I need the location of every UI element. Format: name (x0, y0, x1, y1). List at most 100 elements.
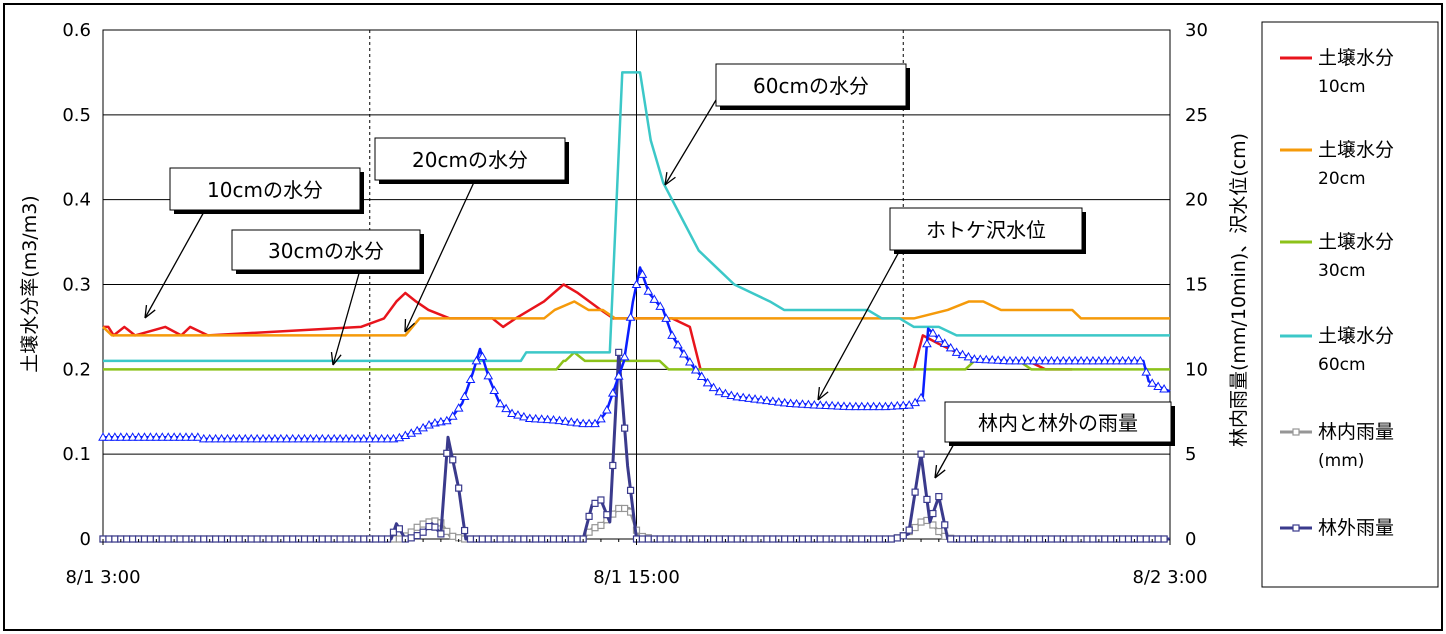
series-marker (987, 354, 998, 364)
callout-text: ホトケ沢水位 (926, 218, 1046, 242)
series-marker (489, 385, 500, 395)
series-marker (1129, 355, 1140, 365)
series-marker (105, 535, 113, 543)
series-marker (1153, 381, 1164, 391)
series-marker (638, 535, 647, 543)
callout-arrowhead (144, 305, 156, 319)
series-marker (289, 535, 297, 543)
series-marker (538, 535, 546, 543)
series-marker (899, 532, 907, 540)
series-marker (893, 534, 901, 542)
series-marker (478, 535, 486, 543)
series-marker (1136, 535, 1144, 543)
series-marker (607, 388, 618, 397)
series-marker (187, 432, 197, 441)
series-marker (443, 527, 451, 535)
series-marker (1022, 355, 1033, 365)
series-marker (715, 535, 724, 543)
series-marker (993, 355, 1003, 364)
series-marker (887, 535, 895, 543)
y-right-tick-label: 25 (1185, 105, 1208, 126)
callout-text: 20cmの水分 (412, 148, 528, 172)
series-marker (495, 398, 506, 408)
series-marker (1011, 355, 1021, 365)
series-marker (1000, 535, 1008, 543)
series-marker (626, 486, 635, 494)
series-marker (880, 401, 891, 411)
series-marker (287, 433, 298, 443)
series-marker (945, 342, 956, 352)
series-marker (911, 523, 919, 532)
series-marker (447, 411, 458, 420)
series-marker (175, 432, 185, 441)
series-marker (378, 535, 386, 543)
series-marker (585, 512, 593, 520)
callout-arrowhead (404, 318, 416, 333)
callouts: 10cmの水分 20cmの水分 30cmの水分 60cmの水分ホトケ沢水位林内と林外の… (144, 63, 1175, 479)
series-marker (875, 535, 884, 543)
series-marker (270, 433, 280, 443)
series-marker (507, 408, 517, 417)
legend-label: 林外雨量 (1318, 517, 1394, 539)
series-marker (252, 433, 262, 443)
series-marker (400, 430, 411, 440)
series-marker (745, 535, 753, 543)
series-marker (283, 535, 291, 543)
series-marker (129, 535, 137, 543)
series-marker (372, 535, 380, 543)
series-marker (413, 532, 421, 540)
series-marker (929, 509, 937, 518)
series-marker (779, 397, 790, 407)
series-marker (935, 492, 943, 501)
callout-text: 林内と林外の雨量 (978, 411, 1138, 435)
series-marker (111, 535, 119, 543)
series-marker (145, 432, 156, 441)
series-marker (584, 418, 594, 428)
series-marker (139, 432, 150, 441)
series-marker (560, 416, 571, 425)
y-right-tick-label: 15 (1185, 275, 1208, 296)
series-marker (939, 338, 950, 347)
series-marker (336, 535, 344, 543)
series-marker (785, 398, 796, 407)
series-marker (484, 535, 492, 543)
series-marker (1082, 355, 1092, 365)
series-marker (217, 535, 226, 543)
series-marker (609, 461, 617, 470)
series-marker (1142, 535, 1150, 543)
series-marker (981, 354, 992, 364)
series-marker (803, 399, 814, 409)
series-marker (358, 433, 369, 443)
series-marker (662, 535, 670, 543)
legend-label: 土壌水分 (1318, 231, 1394, 253)
series-marker (572, 417, 583, 427)
series-marker (868, 401, 879, 411)
callout-box (231, 229, 421, 271)
series-marker (744, 393, 754, 402)
series-marker (649, 294, 660, 303)
series-marker (311, 433, 322, 443)
legend-entry: 林外雨量 (1280, 517, 1394, 539)
series-marker (762, 395, 772, 405)
series-marker (123, 535, 131, 543)
series-marker (637, 269, 648, 278)
series-marker (532, 535, 540, 543)
series-marker (222, 433, 233, 443)
series-marker (963, 351, 974, 361)
series-marker (815, 400, 826, 409)
series-marker (1047, 535, 1056, 543)
left-axis-ticks: 0 0.1 0.2 0.3 0.4 0.5 0.6 (62, 20, 91, 550)
series-marker (1141, 367, 1152, 376)
series-marker (1123, 355, 1134, 365)
series-marker (181, 432, 191, 441)
series-marker (726, 390, 737, 400)
series-marker (892, 400, 903, 410)
series-marker (466, 535, 475, 543)
y-right-tick-label: 30 (1185, 20, 1208, 41)
series-marker (613, 371, 624, 380)
series-marker (323, 433, 334, 443)
series-marker (845, 401, 855, 411)
series-marker (631, 279, 642, 288)
series-marker (169, 432, 179, 441)
series-marker (514, 535, 522, 543)
